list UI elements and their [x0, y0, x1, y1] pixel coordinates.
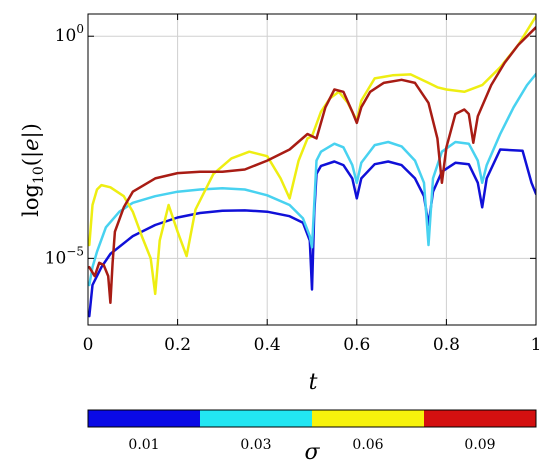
x-tick-label: 0: [83, 335, 94, 355]
series-line-1: [88, 148, 536, 318]
x-axis: 0 0.2 0.4 0.6 0.8 1: [83, 14, 542, 355]
y-axis: 100 10−5: [45, 22, 536, 268]
x-tick-label: 0.8: [433, 335, 460, 355]
x-axis-label: t: [309, 370, 318, 395]
colorbar-tick-label: 0.06: [352, 437, 383, 453]
x-tick-label: 1: [531, 335, 542, 355]
colorbar-segment: [424, 410, 536, 427]
svg-text:log10(|e|): log10(|e|): [19, 123, 47, 217]
colorbar-tick-label: 0.09: [464, 437, 495, 453]
colorbar-tick-label: 0.01: [128, 437, 159, 453]
colorbar-tick-label: 0.03: [240, 437, 271, 453]
colorbar-label: σ: [304, 440, 320, 465]
x-tick-label: 0.2: [164, 335, 191, 355]
plot-frame: [87, 13, 537, 326]
series-line-4: [88, 26, 536, 305]
colorbar-segment: [312, 410, 424, 427]
x-tick-label: 0.4: [254, 335, 281, 355]
colorbar-frame: [87, 409, 537, 428]
x-tick-label: 0.6: [343, 335, 370, 355]
colorbar: 0.01 0.03 0.06 0.09: [87, 409, 537, 453]
colorbar-segment: [200, 410, 312, 427]
y-axis-label: log10(|e|): [19, 123, 47, 217]
series-line-3: [88, 14, 536, 296]
series-layer: [88, 14, 536, 318]
y-tick-label: 10−5: [45, 244, 84, 268]
series-line-2: [88, 72, 536, 287]
y-tick-label: 100: [55, 22, 84, 46]
colorbar-segment: [88, 410, 200, 427]
